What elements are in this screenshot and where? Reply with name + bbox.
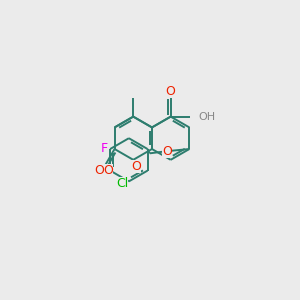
Text: O: O [162,145,172,158]
Text: O: O [94,164,104,177]
Text: O: O [131,160,141,173]
Text: O: O [166,85,176,98]
Text: O: O [103,164,113,177]
Text: OH: OH [198,112,215,122]
Text: F: F [101,142,108,154]
Text: Cl: Cl [116,177,128,190]
